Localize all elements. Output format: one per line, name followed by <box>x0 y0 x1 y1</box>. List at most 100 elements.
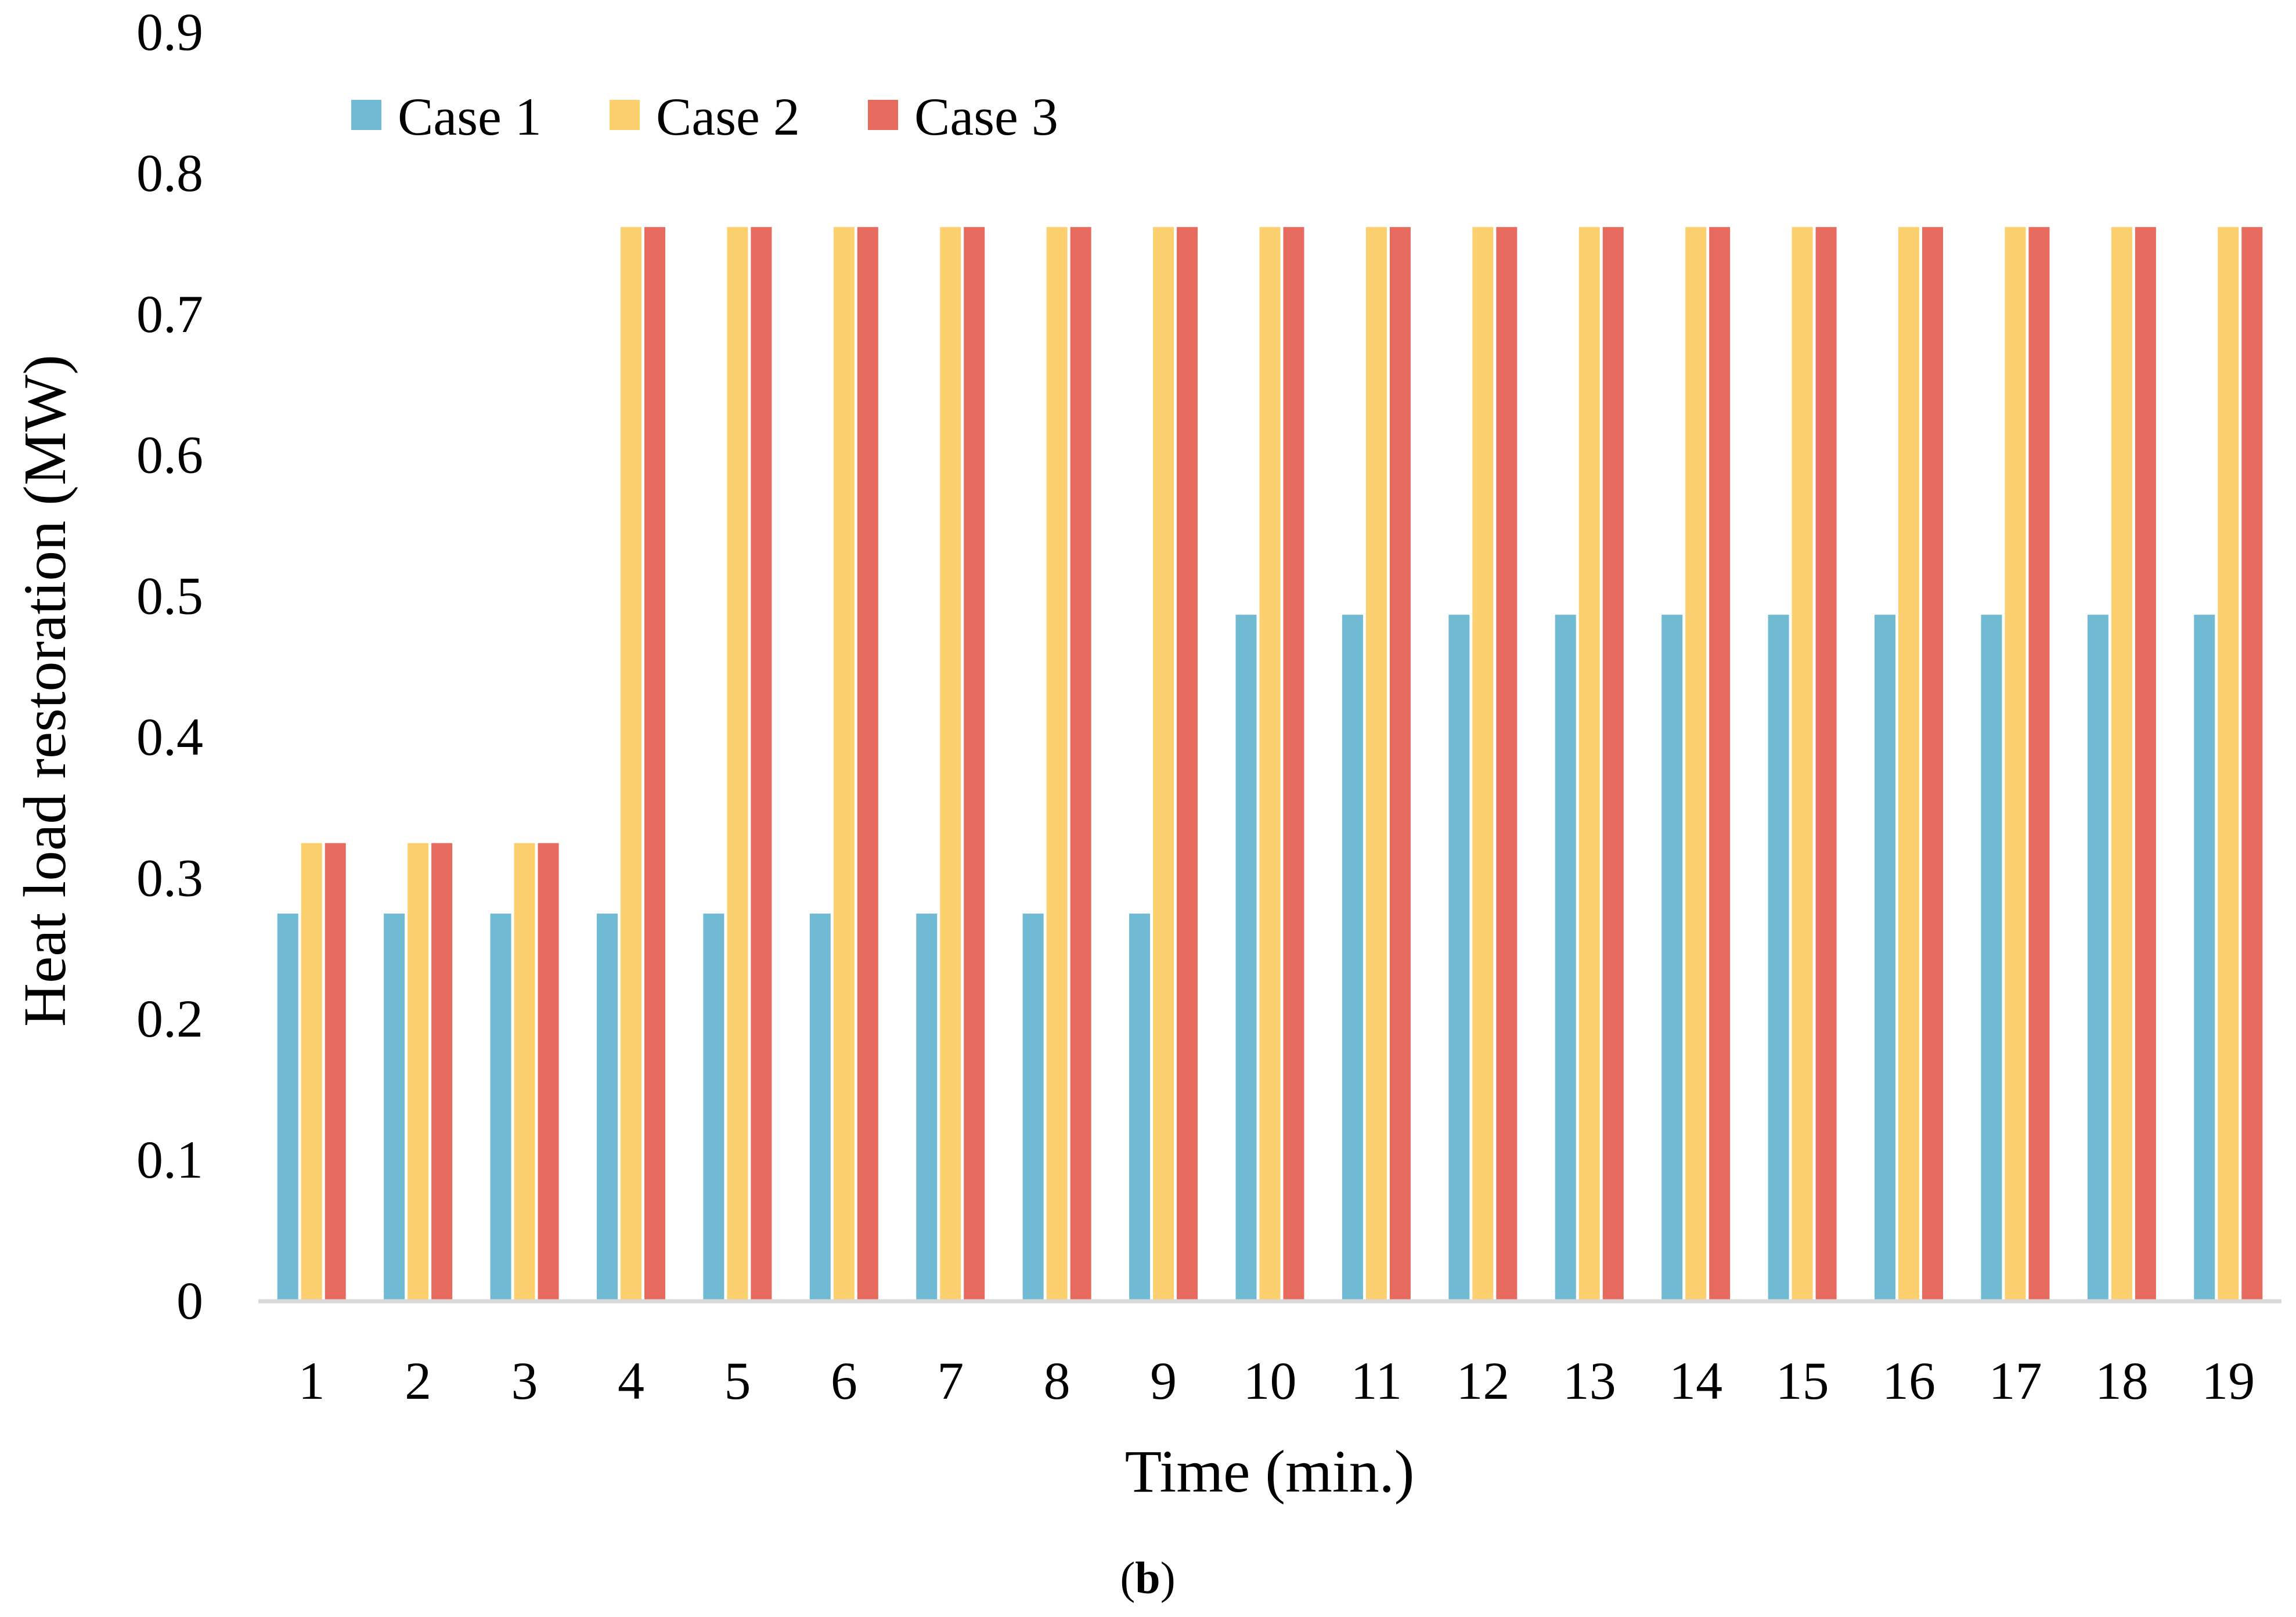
y-tick-label: 0.6 <box>136 425 203 485</box>
x-tick-label: 17 <box>1988 1351 2042 1410</box>
caption-letter: b <box>1135 1553 1160 1603</box>
y-axis-title: Heat load restoration (MW) <box>12 355 78 1027</box>
x-tick-label: 15 <box>1776 1351 1829 1410</box>
x-tick-label: 8 <box>1044 1351 1070 1410</box>
y-tick-label: 0.5 <box>136 566 203 626</box>
y-tick-label: 0.4 <box>136 707 203 766</box>
bar-case-1-t7 <box>916 914 938 1301</box>
bar-case-3-t14 <box>1709 227 1731 1302</box>
x-axis-tick-labels: 1 2 3 4 5 6 7 8 9 10 11 12 13 14 15 16 17 18 19 <box>298 1351 2255 1410</box>
bar-case-3-t19 <box>2241 227 2263 1302</box>
bar-case-3-t3 <box>538 843 559 1301</box>
bar-case-3-t17 <box>2028 227 2050 1302</box>
bar-case-3-t9 <box>1177 227 1198 1302</box>
bar-case-1-t10 <box>1235 615 1257 1301</box>
bar-case-3-t2 <box>431 843 453 1301</box>
y-tick-label: 0 <box>176 1271 203 1330</box>
bar-case-1-t12 <box>1448 615 1470 1301</box>
bar-case-2-t6 <box>833 227 855 1302</box>
x-tick-label: 16 <box>1882 1351 1935 1410</box>
bar-case-1-t18 <box>2087 615 2108 1301</box>
bar-case-1-t2 <box>384 914 405 1301</box>
x-tick-label: 5 <box>724 1351 751 1410</box>
y-axis-tick-labels: 0 0.1 0.2 0.3 0.4 0.5 0.6 0.7 0.8 0.9 <box>136 2 203 1330</box>
bar-case-2-t2 <box>408 843 429 1301</box>
x-tick-label: 7 <box>937 1351 964 1410</box>
x-tick-label: 13 <box>1563 1351 1616 1410</box>
bar-case-2-t15 <box>1792 227 1813 1302</box>
bar-case-2-t3 <box>514 843 535 1301</box>
y-tick-label: 0.9 <box>136 2 203 62</box>
legend-swatch-case-1 <box>351 100 381 130</box>
bar-case-1-t14 <box>1661 615 1683 1301</box>
bar-case-2-t11 <box>1365 227 1387 1302</box>
x-tick-label: 6 <box>831 1351 857 1410</box>
bar-case-3-t7 <box>964 227 985 1302</box>
bar-case-1-t19 <box>2194 615 2215 1301</box>
bar-case-1-t15 <box>1768 615 1789 1301</box>
bar-case-2-t18 <box>2111 227 2132 1302</box>
legend-swatch-case-2 <box>610 100 640 130</box>
bar-case-2-t10 <box>1259 227 1281 1302</box>
x-tick-label: 11 <box>1351 1351 1403 1410</box>
y-tick-label: 0.2 <box>136 989 203 1048</box>
y-tick-label: 0.1 <box>136 1130 203 1189</box>
bar-case-1-t17 <box>1981 615 2002 1301</box>
legend-label-case-2: Case 2 <box>656 87 800 146</box>
bar-case-2-t1 <box>301 843 322 1301</box>
bar-case-3-t18 <box>2135 227 2156 1302</box>
bar-case-3-t13 <box>1602 227 1624 1302</box>
bar-case-1-t11 <box>1342 615 1363 1301</box>
x-axis-title: Time (min.) <box>1125 1438 1415 1505</box>
caption-open-paren: ( <box>1120 1553 1135 1603</box>
bar-case-2-t7 <box>940 227 961 1302</box>
bar-case-2-t4 <box>620 227 641 1302</box>
bar-case-2-t5 <box>727 227 748 1302</box>
legend-label-case-1: Case 1 <box>398 87 542 146</box>
bar-case-1-t9 <box>1129 914 1151 1301</box>
x-tick-label: 3 <box>511 1351 538 1410</box>
x-tick-label: 1 <box>298 1351 325 1410</box>
x-tick-label: 14 <box>1669 1351 1722 1410</box>
legend-swatch-case-3 <box>868 100 898 130</box>
bar-case-3-t6 <box>857 227 878 1302</box>
bar-case-3-t12 <box>1496 227 1518 1302</box>
bar-case-3-t15 <box>1815 227 1837 1302</box>
caption-close-paren: ) <box>1160 1553 1176 1603</box>
bar-case-3-t5 <box>751 227 772 1302</box>
y-tick-label: 0.3 <box>136 848 203 907</box>
bar-case-3-t1 <box>325 843 346 1301</box>
bar-case-1-t13 <box>1555 615 1576 1301</box>
bar-case-1-t16 <box>1875 615 1896 1301</box>
bars-group <box>277 227 2263 1302</box>
legend-label-case-3: Case 3 <box>914 87 1058 146</box>
x-tick-label: 18 <box>2095 1351 2149 1410</box>
bar-case-2-t16 <box>1898 227 1920 1302</box>
bar-case-1-t4 <box>596 914 618 1301</box>
x-tick-label: 12 <box>1456 1351 1509 1410</box>
bar-case-1-t5 <box>703 914 725 1301</box>
x-tick-label: 9 <box>1150 1351 1177 1410</box>
bar-case-2-t14 <box>1685 227 1707 1302</box>
bar-case-2-t19 <box>2218 227 2239 1302</box>
bar-case-2-t17 <box>2005 227 2026 1302</box>
bar-case-2-t13 <box>1578 227 1600 1302</box>
figure-caption: (b) <box>1120 1553 1175 1603</box>
x-tick-label: 2 <box>405 1351 431 1410</box>
y-tick-label: 0.7 <box>136 284 203 344</box>
x-tick-label: 19 <box>2201 1351 2255 1410</box>
bar-case-3-t16 <box>1922 227 1944 1302</box>
bar-case-2-t9 <box>1153 227 1174 1302</box>
x-tick-label: 4 <box>618 1351 644 1410</box>
y-tick-label: 0.8 <box>136 143 203 203</box>
bar-case-2-t8 <box>1046 227 1068 1302</box>
bar-case-1-t8 <box>1022 914 1044 1301</box>
bar-case-1-t6 <box>809 914 831 1301</box>
bar-case-3-t11 <box>1389 227 1411 1302</box>
x-tick-label: 10 <box>1243 1351 1297 1410</box>
bar-case-3-t8 <box>1070 227 1091 1302</box>
bar-case-2-t12 <box>1472 227 1494 1302</box>
bar-case-3-t4 <box>644 227 665 1302</box>
legend: Case 1 Case 2 Case 3 <box>351 87 1058 146</box>
